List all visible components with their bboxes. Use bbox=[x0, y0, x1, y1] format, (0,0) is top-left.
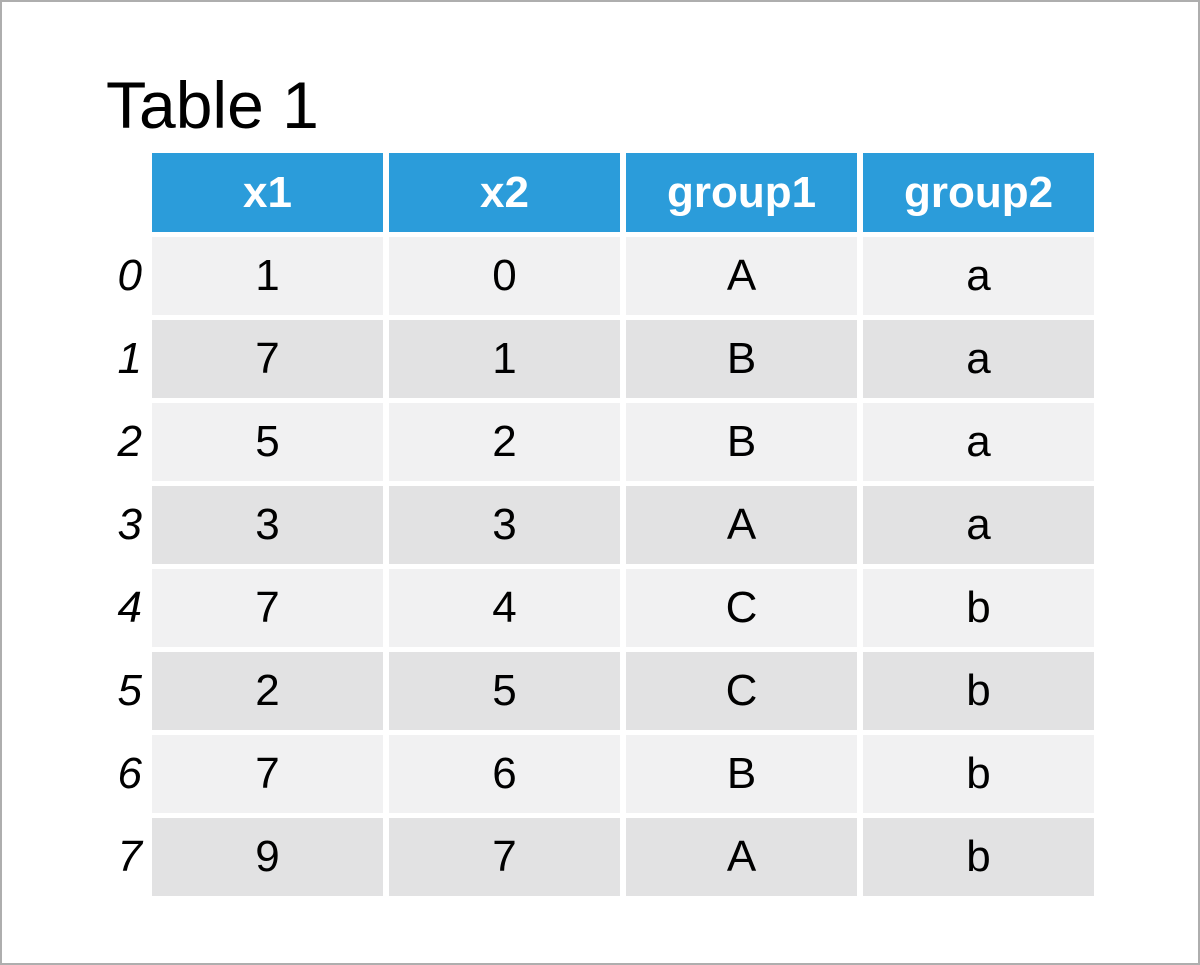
row-index-label: 6 bbox=[117, 749, 142, 798]
table-cell-group1: A bbox=[626, 486, 857, 564]
table-cell-group2: b bbox=[863, 652, 1094, 730]
table-cell-group2: a bbox=[863, 403, 1094, 481]
row-index-label: 0 bbox=[117, 251, 142, 300]
table-cell-group2: b bbox=[863, 818, 1094, 896]
row-index-label: 2 bbox=[117, 417, 142, 466]
table-cell-group1: A bbox=[626, 237, 857, 315]
table-cell-group2: b bbox=[863, 569, 1094, 647]
table-cell-group1: B bbox=[626, 403, 857, 481]
table-cell-x2: 0 bbox=[389, 237, 620, 315]
column-header-group2: group2 bbox=[863, 153, 1094, 232]
table-cell-x1: 5 bbox=[152, 403, 383, 481]
table-cell-x2: 7 bbox=[389, 818, 620, 896]
row-index-label: 5 bbox=[117, 666, 142, 715]
column-header-x1: x1 bbox=[152, 153, 383, 232]
table-header: x1 x2 group1 group2 bbox=[102, 153, 1094, 232]
table-cell-x2: 5 bbox=[389, 652, 620, 730]
table-cell-group2: a bbox=[863, 486, 1094, 564]
row-index-label: 1 bbox=[117, 334, 142, 383]
column-header-x2: x2 bbox=[389, 153, 620, 232]
table-cell-group2: a bbox=[863, 237, 1094, 315]
table-cell-x2: 1 bbox=[389, 320, 620, 398]
table-cell-x2: 4 bbox=[389, 569, 620, 647]
table-cell-x1: 3 bbox=[152, 486, 383, 564]
header-row: x1 x2 group1 group2 bbox=[102, 153, 1094, 232]
column-header-group1: group1 bbox=[626, 153, 857, 232]
table-cell-x1: 7 bbox=[152, 569, 383, 647]
table-cell-x2: 2 bbox=[389, 403, 620, 481]
index-header-spacer bbox=[102, 153, 146, 232]
row-index-label: 7 bbox=[117, 832, 142, 881]
row-index-label: 3 bbox=[117, 500, 142, 549]
table-cell-group1: B bbox=[626, 320, 857, 398]
table-cell-group1: A bbox=[626, 818, 857, 896]
table-cell-x1: 9 bbox=[152, 818, 383, 896]
table-cell-x2: 6 bbox=[389, 735, 620, 813]
table-cell-group1: C bbox=[626, 652, 857, 730]
table-cell-x1: 7 bbox=[152, 320, 383, 398]
table-cell-x2: 3 bbox=[389, 486, 620, 564]
table-cell-x1: 2 bbox=[152, 652, 383, 730]
table-cell-x1: 1 bbox=[152, 237, 383, 315]
table-cell-x1: 7 bbox=[152, 735, 383, 813]
table-title: Table 1 bbox=[106, 68, 319, 142]
table-cell-group1: C bbox=[626, 569, 857, 647]
row-index-label: 4 bbox=[117, 583, 142, 632]
table-cell-group2: a bbox=[863, 320, 1094, 398]
table-cell-group1: B bbox=[626, 735, 857, 813]
table-cell-group2: b bbox=[863, 735, 1094, 813]
